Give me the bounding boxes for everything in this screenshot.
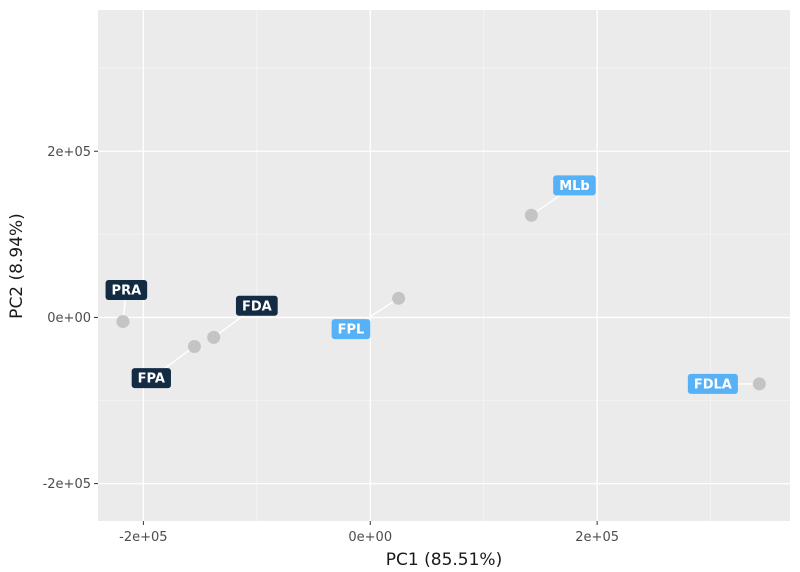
point-label-text: FDLA xyxy=(694,377,732,392)
data-point xyxy=(187,340,201,354)
point-label-text: PRA xyxy=(112,284,142,299)
point-label: FPL xyxy=(331,319,371,340)
point-label-text: MLb xyxy=(559,179,590,194)
point-label: FPA xyxy=(131,368,171,389)
point-label: PRA xyxy=(105,280,148,301)
point-label: FDA xyxy=(235,295,278,316)
axis-tick-labels: -2e+05 0e+00 2e+05 -2e+05 0e+00 2e+05 xyxy=(43,145,619,545)
y-axis-title: PC2 (8.94%) xyxy=(7,213,27,319)
point-label-box xyxy=(235,295,278,316)
point-labels: PRA FPA FDA FPL MLb FDLA xyxy=(105,175,738,394)
x-tick-label: 2e+05 xyxy=(575,530,619,545)
point-label-box xyxy=(553,175,596,196)
data-points xyxy=(116,208,766,391)
point-label-box xyxy=(687,373,738,394)
point-label-box xyxy=(331,319,371,340)
data-point xyxy=(524,208,538,222)
point-label-box xyxy=(131,368,171,389)
plot-panel xyxy=(98,10,790,521)
y-tick-label: 0e+00 xyxy=(47,311,91,326)
point-label-text: FPA xyxy=(138,372,165,387)
x-axis-title: PC1 (85.51%) xyxy=(386,550,502,570)
data-point xyxy=(752,377,766,391)
axis-ticks xyxy=(94,150,598,525)
grid-major xyxy=(98,10,790,521)
y-tick-label: 2e+05 xyxy=(47,145,91,160)
data-point xyxy=(116,315,130,329)
point-label: FDLA xyxy=(687,373,738,394)
x-tick-label: -2e+05 xyxy=(119,530,167,545)
y-tick-label: -2e+05 xyxy=(43,477,91,492)
point-label-text: FDA xyxy=(242,299,272,314)
data-point xyxy=(207,330,221,344)
point-label-box xyxy=(105,280,148,301)
point-label-text: FPL xyxy=(338,323,365,338)
grid-minor xyxy=(98,10,790,521)
x-tick-label: 0e+00 xyxy=(348,530,392,545)
point-label: MLb xyxy=(553,175,596,196)
data-point xyxy=(392,291,406,305)
